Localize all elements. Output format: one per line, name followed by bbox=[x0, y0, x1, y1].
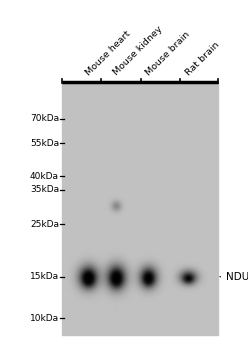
Text: 55kDa: 55kDa bbox=[30, 139, 59, 148]
Text: Rat brain: Rat brain bbox=[184, 40, 221, 77]
Text: 10kDa: 10kDa bbox=[30, 314, 59, 323]
Text: 15kDa: 15kDa bbox=[30, 272, 59, 281]
Text: Mouse kidney: Mouse kidney bbox=[112, 25, 164, 77]
Bar bbox=[62, 82, 218, 335]
Text: Mouse brain: Mouse brain bbox=[144, 29, 191, 77]
Text: 40kDa: 40kDa bbox=[30, 172, 59, 181]
Text: 35kDa: 35kDa bbox=[30, 185, 59, 194]
Text: NDUFS5: NDUFS5 bbox=[220, 272, 248, 282]
Text: 25kDa: 25kDa bbox=[30, 220, 59, 229]
Text: 70kDa: 70kDa bbox=[30, 114, 59, 123]
Text: Mouse heart: Mouse heart bbox=[84, 29, 132, 77]
